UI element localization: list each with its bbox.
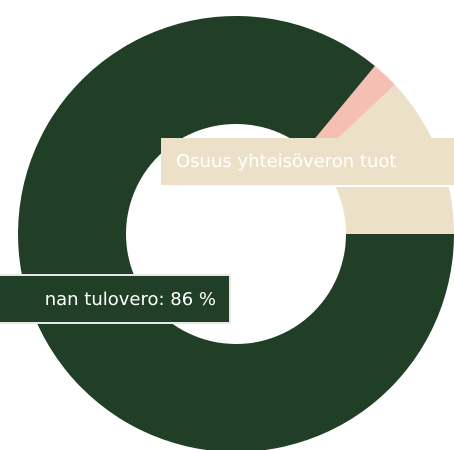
slice xyxy=(306,66,395,159)
label-box xyxy=(161,138,454,186)
label-box xyxy=(0,274,231,324)
slices xyxy=(18,16,454,450)
slice xyxy=(18,16,454,450)
label-text: Osuus yhteisöveron tuot xyxy=(176,151,396,172)
label-text: nan tulovero: 86 % xyxy=(45,289,216,310)
labels: nan tulovero: 86 % Osuus yhteisöveron tuo… xyxy=(0,138,454,324)
